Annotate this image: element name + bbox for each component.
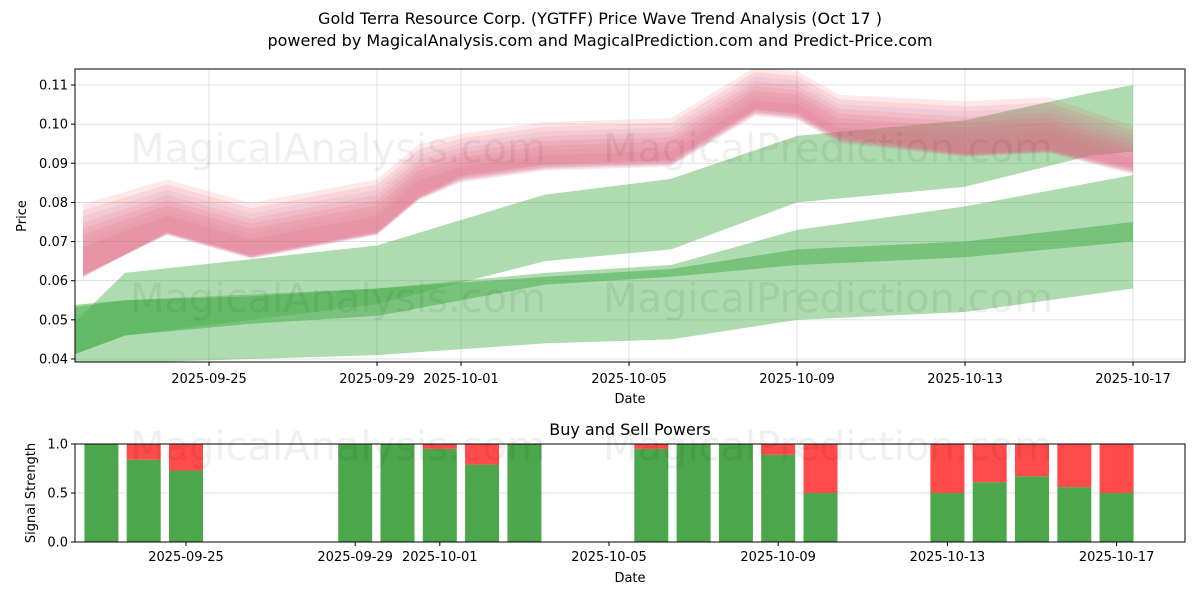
price-wave-band [83, 86, 1133, 276]
price-wave-band [83, 69, 1133, 278]
buy-bar [972, 482, 1007, 542]
y-tick-label: 0.0 [47, 536, 68, 551]
y-axis-label: Signal Strength [24, 443, 39, 543]
sell-bar [634, 444, 669, 449]
watermark: MagicalPrediction.com [603, 424, 1053, 470]
signal-y-axis: 0.0 0.5 1.0 [47, 438, 75, 551]
x-tick-label: 2025-10-13 [927, 372, 1003, 387]
buy-bar [1057, 487, 1092, 542]
watermark: MagicalPrediction.com [603, 126, 1053, 172]
price-wave-band [83, 81, 1133, 277]
x-tick-label: 2025-09-25 [171, 372, 247, 387]
x-tick-label: 2025-10-09 [759, 372, 835, 387]
price-chart: MagicalAnalysis.com MagicalPrediction.co… [15, 68, 1186, 407]
buy-bar [1015, 476, 1049, 542]
price-y-axis: 0.04 0.05 0.06 0.07 0.08 0.09 0.10 0.11 [39, 79, 75, 367]
y-tick-label: 0.06 [39, 274, 68, 289]
buy-bar [338, 444, 373, 542]
forecast-bands [75, 85, 1133, 362]
x-tick-label: 2025-10-01 [402, 550, 478, 565]
buy-bar [507, 444, 542, 542]
x-tick-label: 2025-09-29 [317, 550, 393, 565]
buy-bar [718, 444, 753, 542]
buy-bar [380, 444, 415, 542]
x-tick-label: 2025-10-05 [571, 550, 647, 565]
x-tick-label: 2025-09-25 [148, 550, 224, 565]
y-tick-label: 0.08 [39, 196, 68, 211]
buy-bar [465, 464, 500, 542]
buy-bar [761, 454, 796, 542]
chart-subtitle: powered by MagicalAnalysis.com and Magic… [267, 31, 933, 50]
buy-bar [930, 493, 965, 542]
y-axis-label: Price [15, 200, 30, 232]
y-tick-label: 0.05 [39, 313, 68, 328]
signal-x-axis: 2025-09-25 2025-09-29 2025-10-01 2025-10-05… [148, 542, 1154, 565]
sell-bar [1015, 444, 1049, 477]
sell-bar [761, 444, 796, 455]
buy-bar [422, 448, 457, 542]
x-tick-label: 2025-10-01 [423, 372, 499, 387]
sell-bar [1057, 444, 1092, 488]
price-wave-band [83, 90, 1133, 276]
sell-bar [169, 444, 203, 471]
sell-bar [930, 444, 965, 493]
x-axis-label: Date [614, 571, 645, 586]
forecast-band [75, 85, 1133, 355]
x-tick-label: 2025-09-29 [339, 372, 415, 387]
sell-bar [803, 444, 838, 493]
forecast-band [75, 221, 1133, 355]
price-wave-bands [83, 69, 1133, 278]
watermark: MagicalAnalysis.com [130, 424, 546, 470]
price-x-axis: 2025-09-25 2025-09-29 2025-10-01 2025-10-05… [171, 362, 1171, 387]
y-tick-label: 0.11 [39, 79, 68, 94]
price-wave-band [83, 76, 1133, 277]
sell-bar [972, 444, 1007, 483]
watermark: MagicalPrediction.com [603, 276, 1053, 322]
x-tick-label: 2025-10-05 [591, 372, 667, 387]
buy-bar [803, 493, 838, 542]
price-chart-frame [74, 68, 1186, 363]
sell-bar [465, 444, 500, 465]
x-tick-label: 2025-10-13 [910, 550, 986, 565]
sell-bar [126, 444, 161, 460]
buy-bar [676, 444, 711, 542]
price-wave-band [83, 95, 1133, 275]
buy-bar [1099, 493, 1134, 542]
sell-bar [422, 444, 457, 449]
y-tick-label: 1.0 [47, 438, 68, 453]
y-tick-label: 0.04 [39, 352, 68, 367]
y-tick-label: 0.10 [39, 118, 68, 133]
buy-bar [84, 444, 119, 542]
price-wave-band [83, 100, 1133, 275]
y-tick-label: 0.5 [47, 487, 68, 502]
x-tick-label: 2025-10-17 [1079, 550, 1155, 565]
buy-bar [634, 448, 669, 542]
x-tick-label: 2025-10-17 [1095, 372, 1171, 387]
buy-sell-chart: Buy and Sell Powers MagicalAnalysis.com … [24, 420, 1186, 586]
buy-bar [169, 470, 203, 542]
buy-bar [126, 459, 161, 542]
x-tick-label: 2025-10-09 [740, 550, 816, 565]
buy-sell-title: Buy and Sell Powers [549, 420, 711, 439]
chart-title: Gold Terra Resource Corp. (YGTFF) Price … [318, 9, 882, 28]
x-axis-label: Date [614, 392, 645, 407]
watermark: MagicalAnalysis.com [130, 276, 546, 322]
y-tick-label: 0.09 [39, 157, 68, 172]
watermark: MagicalAnalysis.com [130, 126, 546, 172]
sell-bar [1099, 444, 1134, 493]
buy-sell-bars [84, 444, 1134, 542]
price-wave-band [83, 72, 1133, 278]
y-tick-label: 0.07 [39, 235, 68, 250]
